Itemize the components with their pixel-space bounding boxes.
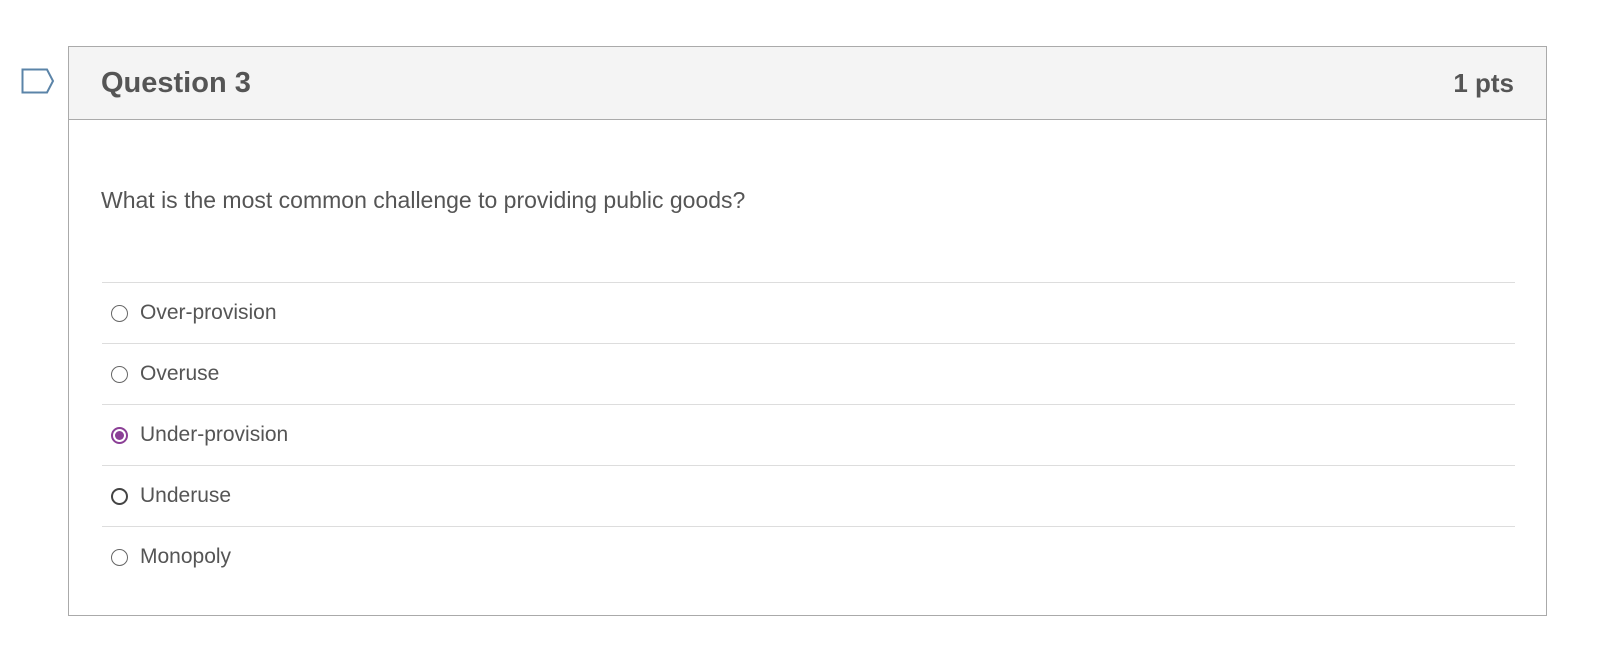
- radio-button[interactable]: [111, 487, 128, 505]
- question-title: Question 3: [101, 66, 251, 99]
- answer-option[interactable]: Monopoly: [102, 526, 1515, 587]
- radio-button[interactable]: [111, 304, 128, 322]
- answer-label: Over-provision: [140, 301, 277, 324]
- question-points: 1 pts: [1453, 67, 1514, 98]
- answer-option[interactable]: Over-provision: [102, 282, 1515, 343]
- radio-button[interactable]: [111, 548, 128, 566]
- answer-option[interactable]: Underuse: [102, 465, 1515, 526]
- answer-label: Underuse: [140, 484, 232, 507]
- radio-button-selected[interactable]: [111, 426, 128, 444]
- question-header: Question 3 1 pts: [69, 47, 1546, 120]
- bookmark-flag-icon[interactable]: [21, 68, 55, 94]
- answer-label: Overuse: [140, 362, 220, 385]
- answer-label: Monopoly: [140, 545, 232, 568]
- answer-label: Under-provision: [140, 423, 289, 446]
- question-card: Question 3 1 pts What is the most common…: [68, 46, 1547, 616]
- radio-button[interactable]: [111, 365, 128, 383]
- answer-list: Over-provision Overuse Under-provision U…: [102, 282, 1515, 587]
- answer-option[interactable]: Overuse: [102, 343, 1515, 404]
- question-text: What is the most common challenge to pro…: [101, 187, 746, 213]
- answer-option[interactable]: Under-provision: [102, 404, 1515, 465]
